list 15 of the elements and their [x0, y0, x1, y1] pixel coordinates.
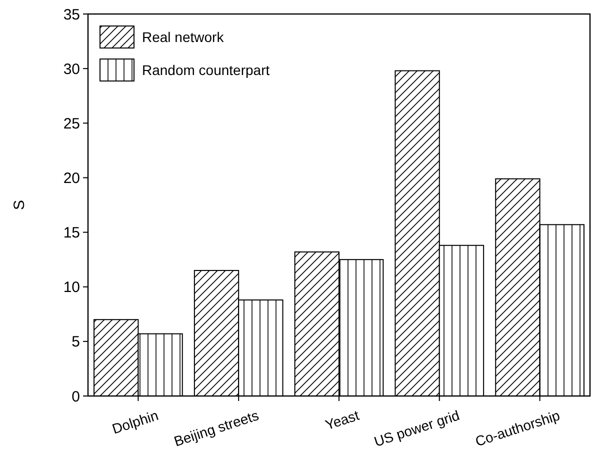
x-tick-label: Beijing streets [172, 406, 261, 450]
legend-label: Random counterpart [142, 62, 270, 78]
x-tick-label: US power grid [372, 406, 462, 450]
y-tick-label: 5 [72, 334, 80, 351]
y-tick-label: 30 [63, 60, 80, 78]
x-tick-label: Yeast [323, 406, 362, 433]
legend-label: Real network [142, 28, 225, 45]
y-tick-label: 25 [63, 115, 80, 132]
y-tick-label: 10 [63, 279, 80, 296]
y-tick-label: 35 [63, 6, 80, 24]
x-tick-label: Dolphin [110, 406, 160, 437]
y-tick-label: 0 [72, 388, 80, 406]
y-axis-title: S [11, 200, 28, 210]
y-tick-label: 15 [63, 224, 80, 242]
y-tick-label: 20 [63, 170, 80, 187]
